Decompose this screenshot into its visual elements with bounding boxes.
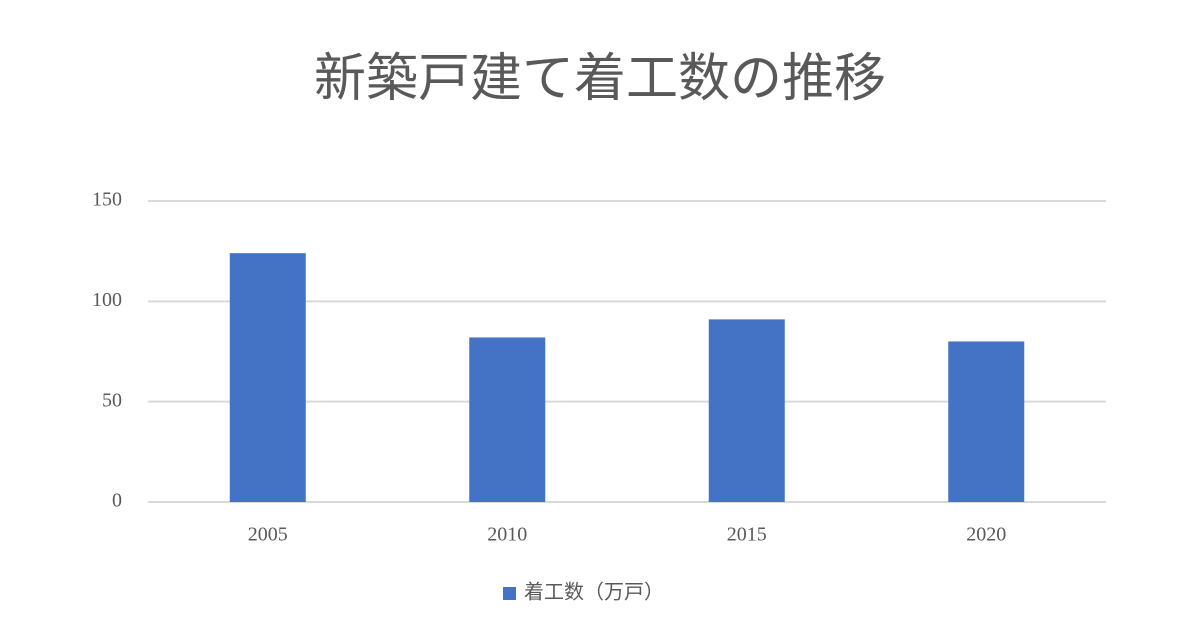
bar (469, 337, 546, 502)
y-tick-label: 100 (92, 289, 122, 311)
bar (948, 341, 1025, 502)
chart-title: 新築戸建て着工数の推移 (314, 51, 886, 108)
y-tick-label: 150 (92, 189, 122, 211)
x-tick-label: 2015 (727, 524, 767, 546)
bar (708, 319, 785, 502)
x-tick-label: 2005 (248, 524, 288, 546)
x-tick-label: 2010 (487, 524, 527, 546)
y-tick-label: 0 (112, 490, 122, 512)
legend-swatch (503, 587, 516, 600)
y-tick-label: 50 (102, 389, 122, 411)
x-tick-label: 2020 (966, 524, 1006, 546)
legend-label: 着工数（万戸） (524, 581, 664, 604)
bar (229, 253, 306, 502)
